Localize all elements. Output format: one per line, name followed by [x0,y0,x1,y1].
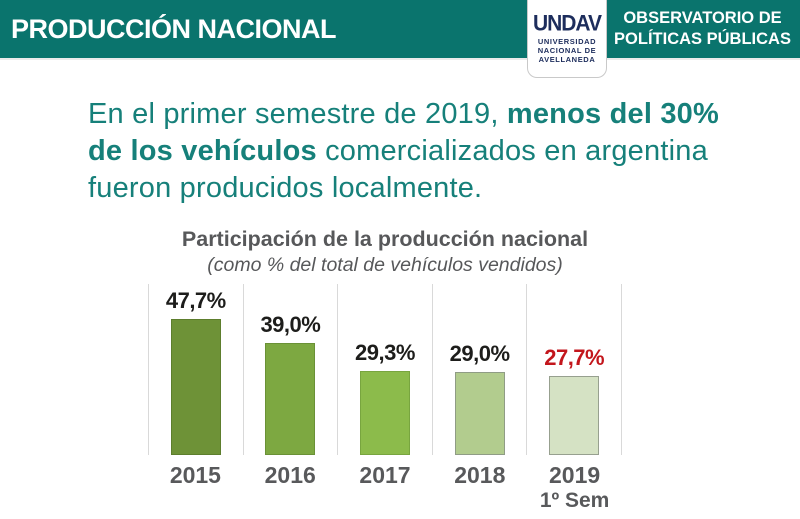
bar-2016 [265,343,316,455]
x-axis-label-year: 2018 [454,462,506,488]
undav-logo-line1: UNIVERSIDAD [537,36,597,46]
chart-header: Participación de la producción nacional … [0,226,770,277]
undav-logo-line3: AVELLANEDA [538,54,596,64]
undav-logo: UNDAV UNIVERSIDAD NACIONAL DE AVELLANEDA [527,0,607,78]
undav-logo-text: UNIVERSIDAD NACIONAL DE AVELLANEDA [538,37,597,64]
observatory-title: OBSERVATORIO DE POLÍTICAS PÚBLICAS [607,0,800,58]
x-axis-label: 2018 [432,462,527,513]
bar-value-label: 27,7% [544,345,605,370]
headline: En el primer semestre de 2019, menos del… [88,96,724,207]
x-axis-label: 2015 [148,462,243,513]
x-axis-label-sublabel: 1º Sem [539,489,610,512]
x-axis-label: 2016 [243,462,338,513]
bar-2015 [170,319,221,455]
bar-value-label: 29,3% [355,340,415,365]
headline-bold-segment: menos del 30% de los vehículos [88,98,719,167]
chart-column: 47,7% [148,284,243,455]
plot-area: 47,7% 39,0% 29,3% 29,0% 27,7% [148,284,622,455]
headline-segment: En el primer semestre de 2019, [88,98,507,130]
bar-value-label: 47,7% [165,288,226,313]
observatory-line2: POLÍTICAS PÚBLICAS [614,30,791,48]
chart-subtitle: (como % del total de vehículos vendidos) [207,254,563,276]
x-axis-label-year: 2017 [359,462,411,488]
undav-logo-line2: NACIONAL DE [537,45,597,55]
x-axis-label-year: 2015 [169,462,221,488]
bar-value-label: 39,0% [260,312,321,337]
x-axis-label-year: 2019 [549,462,601,488]
x-axis-label-year: 2016 [264,462,316,488]
bar-2017 [359,371,410,455]
x-axis-label: 2017 [338,462,433,513]
header-band: PRODUCCIÓN NACIONAL [0,0,800,58]
bar-value-label: 29,0% [449,341,510,366]
bar-2018 [454,372,505,455]
page-title: PRODUCCIÓN NACIONAL [11,13,337,44]
chart-column: 39,0% [242,284,338,455]
x-axis-labels: 2015 2016 2017 2018 2019 1º Sem [148,462,622,513]
chart-title: Participación de la producción nacional [181,227,589,251]
chart-column: 29,0% [431,284,527,455]
chart-column: 27,7% [526,284,622,455]
headline-segment: comercializados en argentina fueron prod… [88,135,708,204]
bar-2019 [549,376,600,455]
observatory-line1: OBSERVATORIO DE [623,9,782,27]
undav-logo-acronym: UNDAV [532,10,602,36]
x-axis-label: 2019 1º Sem [527,462,622,513]
chart-column: 29,3% [337,284,432,455]
